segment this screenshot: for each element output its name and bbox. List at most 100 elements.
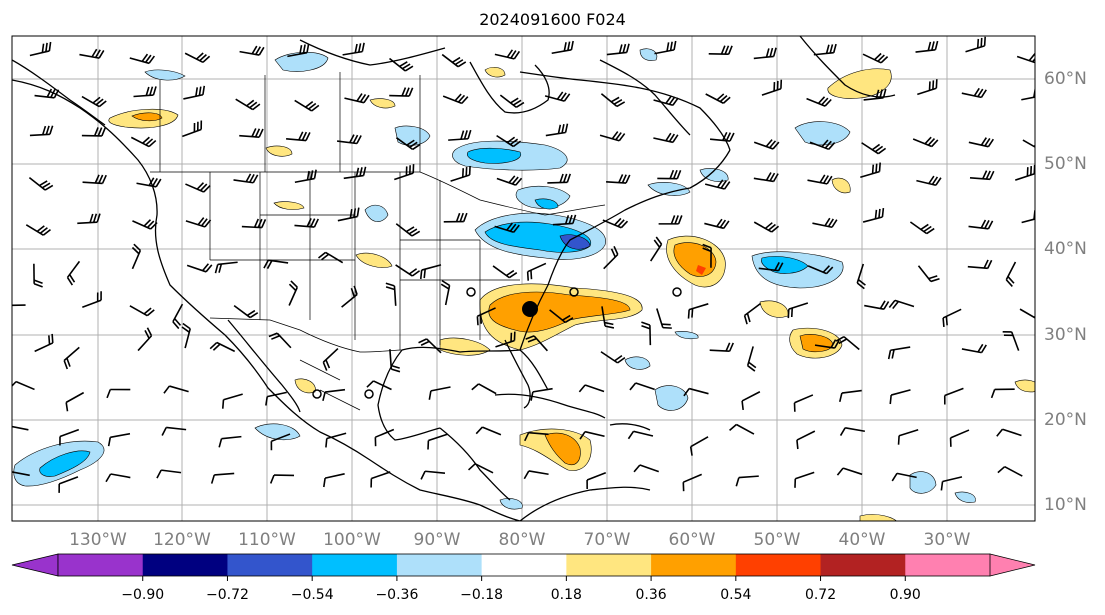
wind-barb [107,432,131,447]
colorbar-tick-label: 0.90 [890,587,921,603]
wind-barb [600,351,626,364]
wind-barb [969,170,995,181]
wind-barb [579,430,605,440]
positive-anomaly-caribbean-core [544,432,581,466]
wind-barb [341,285,358,308]
wind-barb [214,261,238,274]
wind-barb [499,94,525,108]
wind-barb [909,221,935,235]
wind-barb [337,207,360,222]
wind-barb [136,177,162,188]
wind-barb [389,57,414,72]
wind-barb [888,299,915,310]
wind-barb [343,166,367,180]
wind-barb [137,327,153,352]
map-frame [11,35,1036,522]
colorbar-cell [142,554,228,576]
wind-barb [547,173,572,184]
wind-barb [709,342,734,353]
colorbar-tick-label: 0.54 [720,587,751,603]
wind-barb [606,174,631,184]
wind-barb [551,40,574,55]
wind-barb [495,331,516,348]
wind-barb [342,42,365,56]
colorbar-tick-label: 0.72 [805,587,836,603]
colorbar-extend-low [11,553,59,577]
wind-barb [917,265,940,283]
wind-barb [862,207,885,223]
greenland-south [799,36,896,98]
colorbar-tick-label: −0.54 [291,587,334,603]
wind-barb [82,291,102,308]
colorbar-cell [566,554,652,576]
wind-barb [793,394,814,412]
wind-barb [218,435,242,448]
wind-barb [395,223,421,237]
wind-barb [889,389,911,405]
wind-barb [836,467,863,476]
wind-barb [809,139,836,151]
wind-barb [129,53,156,65]
wind-barb [917,79,938,96]
wind-barb [657,169,682,180]
canada-provinces [159,72,421,172]
wind-barb [997,465,1023,477]
state-lines-west [209,172,356,340]
wind-barb [66,260,81,286]
map-title: 2024091600 F024 [479,10,626,29]
wind-barb [12,471,30,477]
wind-barb [58,476,79,493]
wind-barb [12,304,26,307]
colorbar-tick-label: −0.18 [460,587,503,603]
wind-barb [129,305,155,317]
wind-barb [325,432,347,448]
baja-california [227,319,301,413]
wind-barb [420,470,446,480]
wind-barb [370,471,391,488]
longitude-labels: 130°W 120°W 110°W 100°W 90°W 80°W 70°W 6… [69,530,971,550]
lon-label: 80°W [499,530,546,550]
wind-barb [641,321,652,346]
colorbar-extend-high [989,553,1036,577]
wind-barb [496,134,522,148]
wind-barb [794,471,815,488]
florida [504,339,531,409]
wind-barb [294,218,319,228]
wind-barb [835,335,860,351]
wind-barb [294,169,317,184]
negative-anomaly-labrador [394,125,431,146]
wind-barb [428,386,451,400]
wind-barb [523,470,549,480]
wind-barb [704,179,731,190]
wind-barb [746,346,757,372]
gulf-of-mexico-coast [401,346,549,391]
colorbar-outline [57,553,991,577]
markers [312,287,682,399]
wind-barb [887,346,911,360]
wind-barb [787,302,809,319]
negative-anomaly-pacific-sw-core [39,450,91,477]
wind-barb [209,341,236,353]
wind-barb [860,162,881,178]
lon-label: 120°W [153,530,211,550]
wind-barb [161,426,187,436]
wind-barb [891,472,917,482]
wind-barb [743,302,762,325]
wind-barb [968,219,994,230]
wind-barb [344,93,370,104]
wind-barb [708,45,733,55]
wind-barb [385,282,397,306]
wind-barb [758,261,784,272]
wind-barb [735,475,759,487]
wind-barb [419,264,442,280]
wind-barb [606,43,630,56]
wind-barb [467,463,494,474]
wind-barb [912,136,939,148]
colorbar-cell [396,554,483,576]
lon-label: 130°W [69,530,127,550]
wind-barb [1005,261,1017,287]
wind-barb [133,86,157,98]
lat-label: 50°N [1044,154,1087,174]
wind-barb [709,131,735,142]
